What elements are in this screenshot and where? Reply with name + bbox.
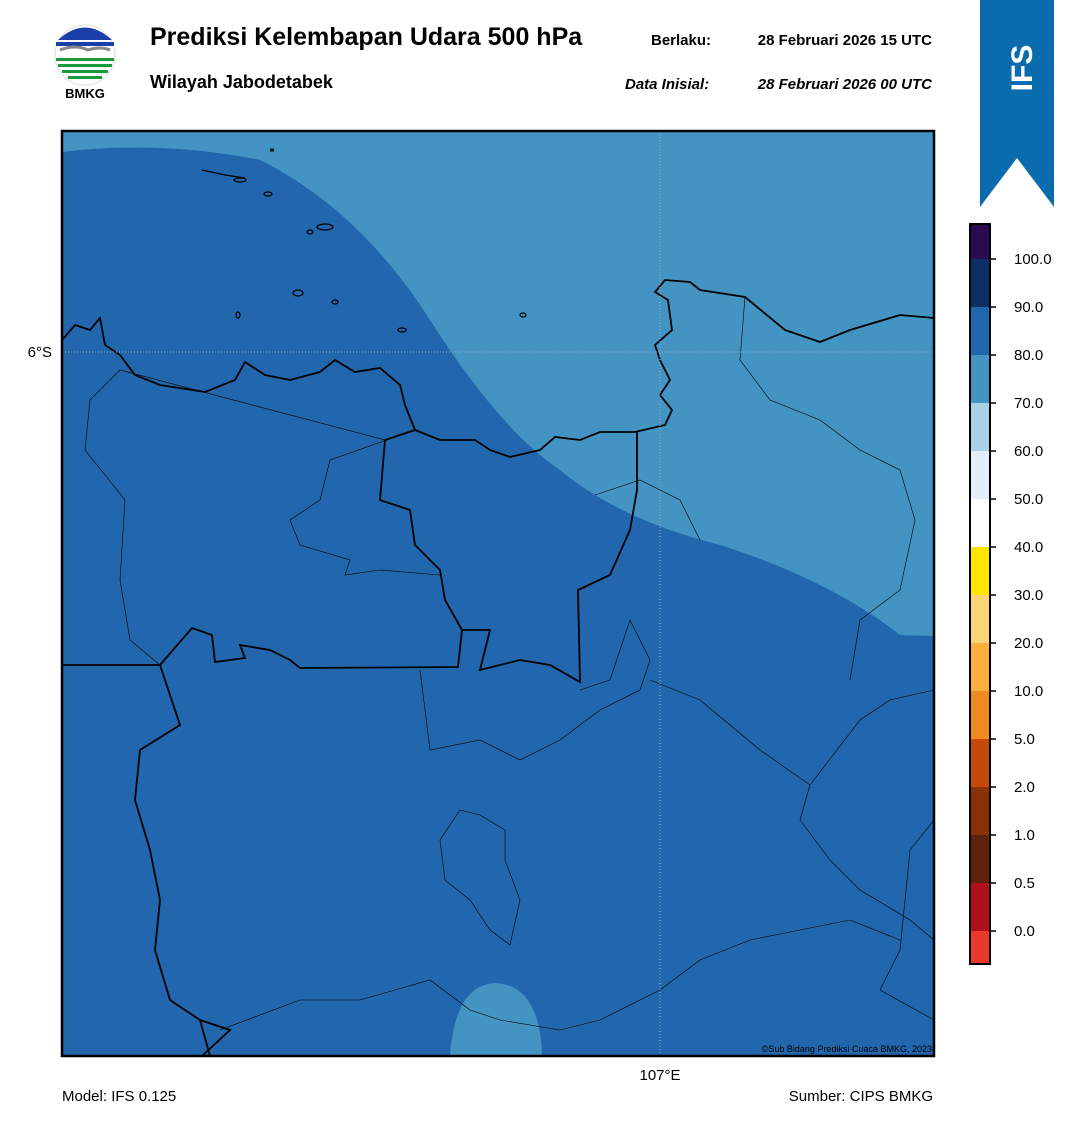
colorbar-segment — [970, 355, 990, 403]
colorbar-segment — [970, 403, 990, 451]
colorbar-label: 70.0 — [1014, 395, 1043, 412]
colorbar-label: 40.0 — [1014, 539, 1043, 556]
valid-time: 28 Februari 2026 15 UTC — [758, 32, 932, 49]
colorbar-label: 0.5 — [1014, 875, 1035, 892]
init-label: Data Inisial: — [625, 76, 709, 93]
colorbar-segment — [970, 307, 990, 355]
colorbar-segment — [970, 547, 990, 595]
colorbar-label: 60.0 — [1014, 443, 1043, 460]
colorbar-label: 10.0 — [1014, 683, 1043, 700]
ifs-badge: IFS — [980, 0, 1054, 207]
colorbar-segment — [970, 499, 990, 547]
colorbar-segment — [970, 224, 990, 259]
colorbar-label: 20.0 — [1014, 635, 1043, 652]
colorbar-label: 1.0 — [1014, 827, 1035, 844]
init-time: 28 Februari 2026 00 UTC — [757, 76, 933, 93]
colorbar-label: 80.0 — [1014, 347, 1043, 364]
subtitle: Wilayah Jabodetabek — [150, 72, 334, 92]
colorbar-label: 100.0 — [1014, 251, 1052, 268]
colorbar-segment — [970, 883, 990, 931]
colorbar-segment — [970, 691, 990, 739]
colorbar-segment — [970, 643, 990, 691]
lat-label: 6°S — [28, 344, 52, 361]
copyright: ©Sub Bidang Prediksi Cuaca BMKG, 2023 — [762, 1044, 932, 1054]
colorbar-segment — [970, 835, 990, 883]
colorbar-segment — [970, 787, 990, 835]
model-text: Model: IFS 0.125 — [62, 1088, 176, 1105]
colorbar-frame — [969, 223, 991, 965]
map: ©Sub Bidang Prediksi Cuaca BMKG, 2023 — [62, 131, 934, 1056]
colorbar-label: 0.0 — [1014, 923, 1035, 940]
colorbar-label: 2.0 — [1014, 779, 1035, 796]
logo-text: BMKG — [65, 86, 105, 101]
colorbar-segment — [970, 259, 990, 307]
valid-label: Berlaku: — [651, 32, 711, 49]
colorbar-label: 90.0 — [1014, 299, 1043, 316]
colorbar-segment — [970, 451, 990, 499]
lon-label: 107°E — [639, 1067, 680, 1084]
title: Prediksi Kelembapan Udara 500 hPa — [150, 23, 583, 51]
source-text: Sumber: CIPS BMKG — [789, 1088, 933, 1105]
colorbar-label: 5.0 — [1014, 731, 1035, 748]
map-frame — [60, 129, 936, 1058]
colorbar-segment — [970, 739, 990, 787]
bmkg-logo: BMKG — [54, 24, 116, 101]
badge-text: IFS — [1006, 45, 1039, 92]
colorbar-segment — [970, 931, 990, 964]
colorbar-label: 50.0 — [1014, 491, 1043, 508]
colorbar-label: 30.0 — [1014, 587, 1043, 604]
colorbar: 0.0 0.5 1.0 2.0 5.0 10.0 20.0 30.0 40.0 50.0 60.0 7… — [969, 223, 1052, 965]
colorbar-segment — [970, 595, 990, 643]
